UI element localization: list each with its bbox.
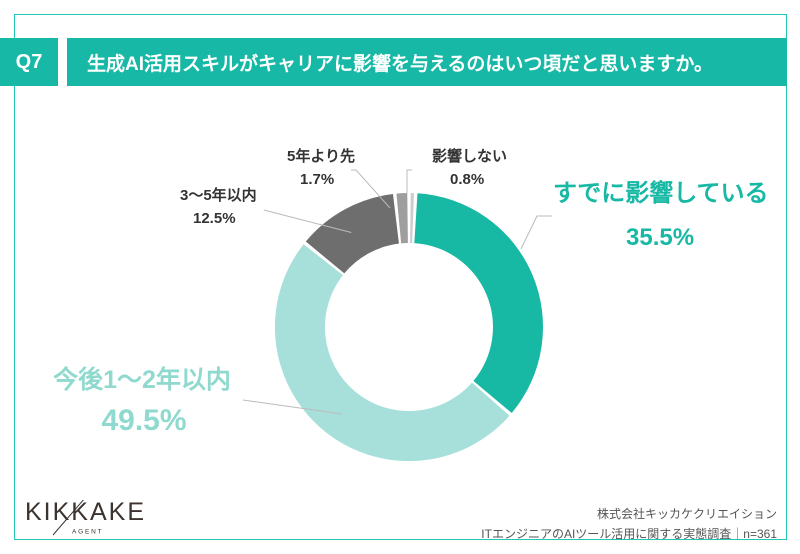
svg-text:すでに影響している: すでに影響している: [553, 179, 769, 207]
svg-text:KIKKAKE: KIKKAKE: [25, 500, 146, 526]
svg-text:1.7%: 1.7%: [300, 171, 334, 188]
svg-text:今後1〜2年以内: 今後1〜2年以内: [53, 365, 231, 394]
svg-text:影響しない: 影響しない: [432, 147, 507, 165]
svg-text:49.5%: 49.5%: [101, 404, 186, 437]
svg-text:0.8%: 0.8%: [450, 171, 484, 188]
svg-text:3〜5年以内: 3〜5年以内: [180, 186, 257, 204]
svg-text:35.5%: 35.5%: [626, 224, 694, 251]
svg-text:12.5%: 12.5%: [193, 210, 236, 227]
svg-text:AGENT: AGENT: [72, 529, 103, 536]
svg-text:5年より先: 5年より先: [287, 147, 355, 165]
